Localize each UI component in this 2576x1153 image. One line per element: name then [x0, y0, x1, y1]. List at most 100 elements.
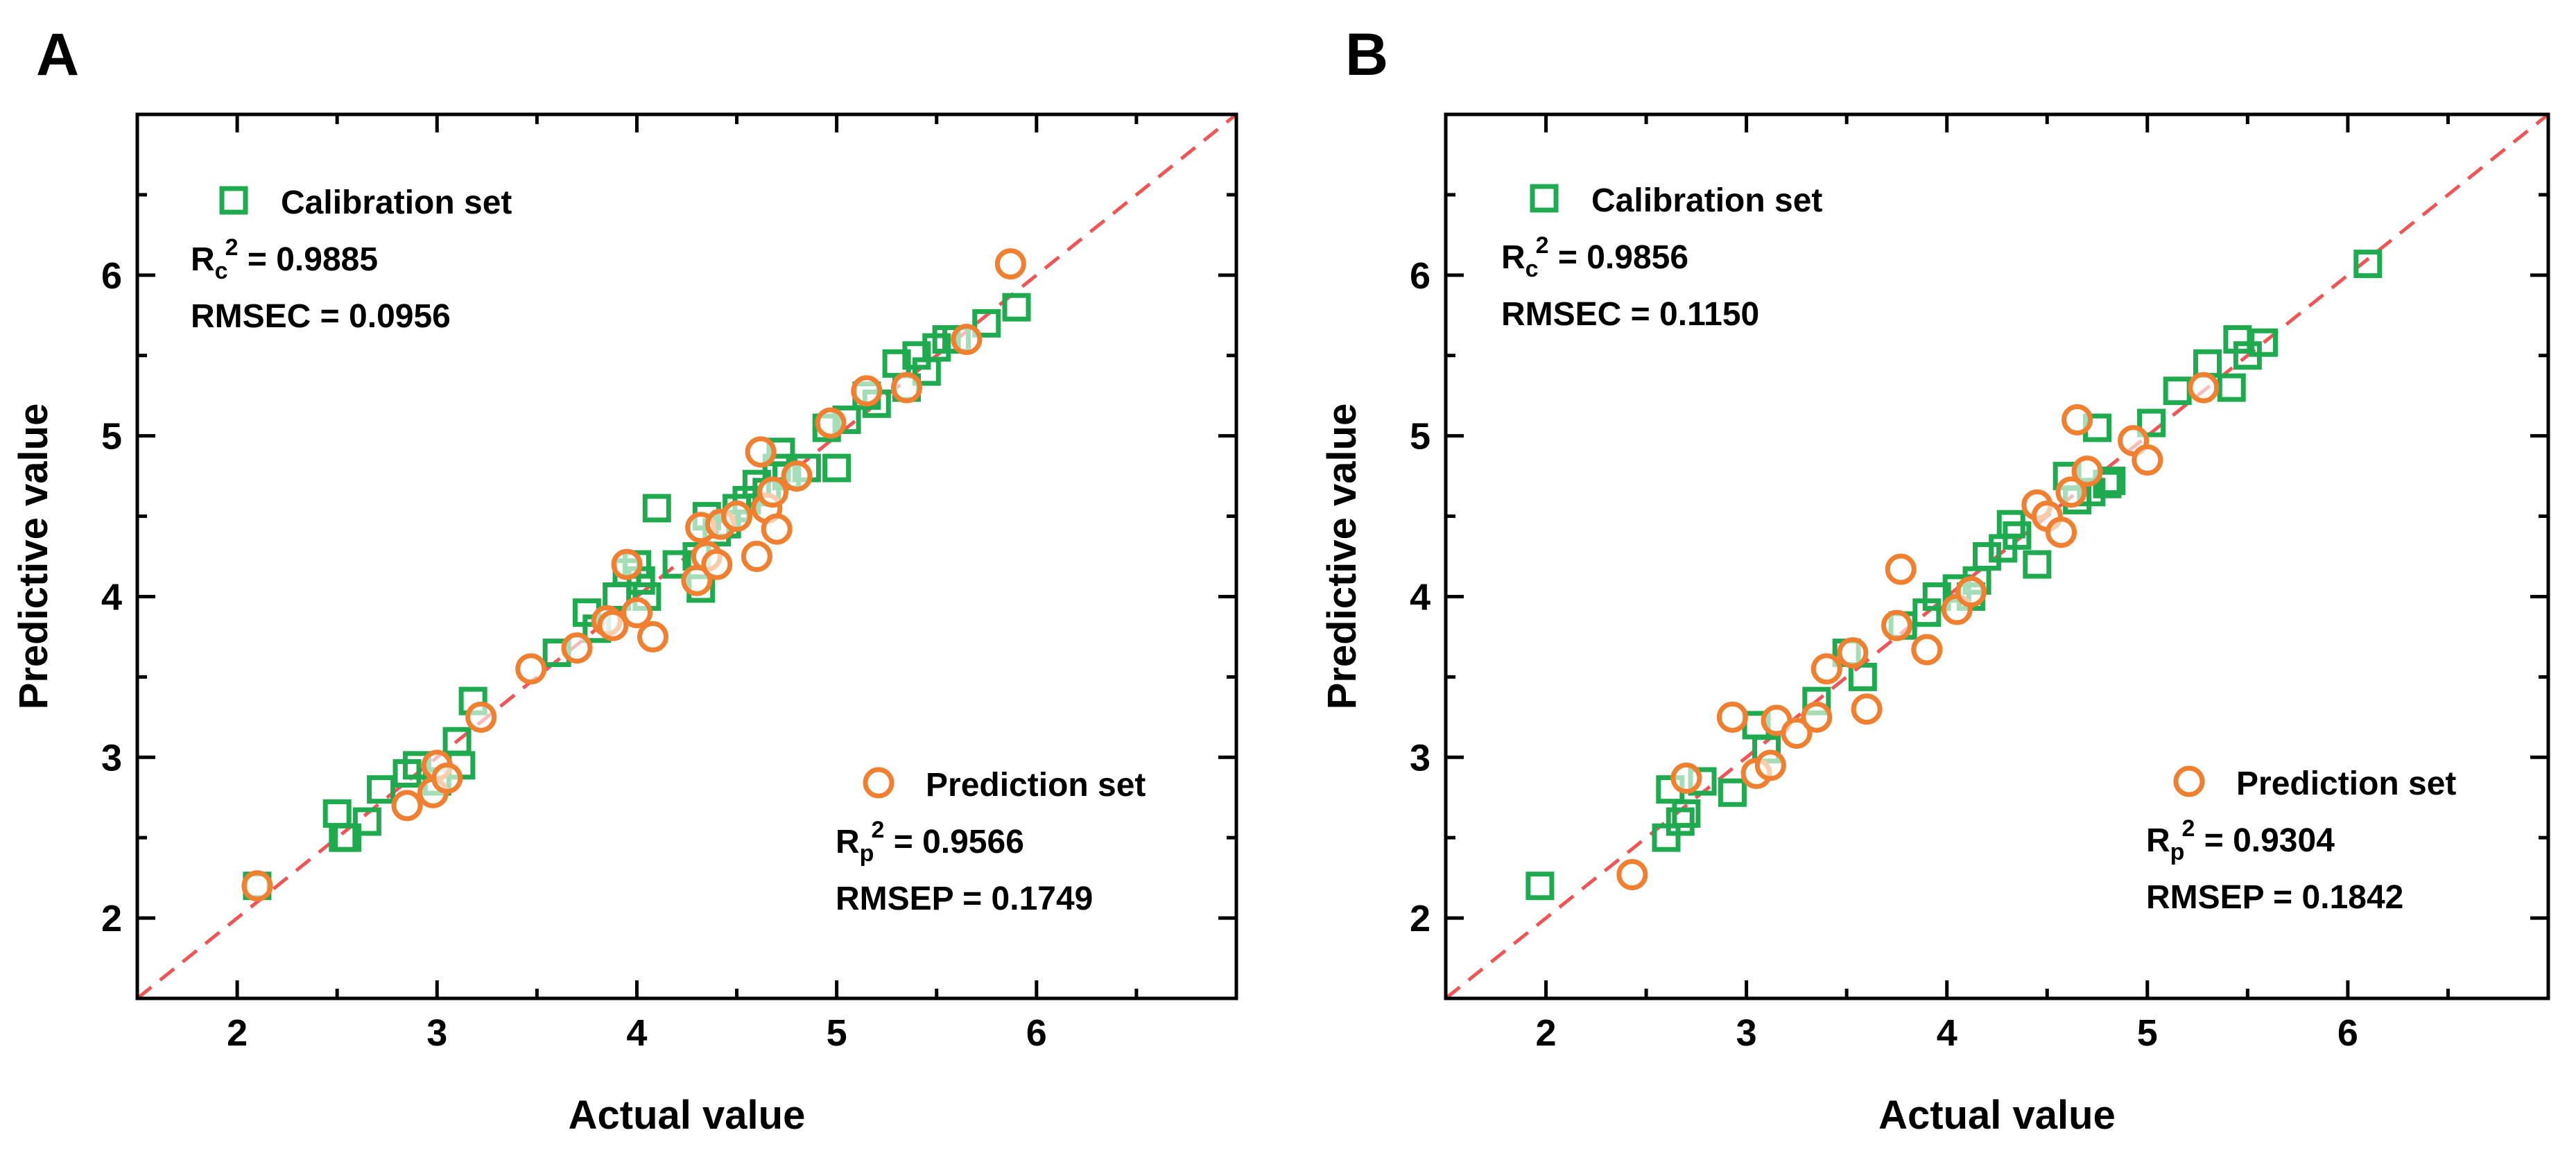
- calibration-point: [2217, 373, 2246, 402]
- prediction-r2-text: Rp2 = 0.9304: [2146, 815, 2335, 865]
- plot-area-b: [1525, 250, 2383, 901]
- prediction-point: [1955, 576, 1987, 607]
- prediction-point: [1801, 701, 1833, 733]
- y-tick-label-b: 6: [1410, 255, 1430, 297]
- prediction-point: [391, 790, 423, 822]
- prediction-point: [1837, 637, 1869, 669]
- x-tick-label-b: 2: [1536, 1012, 1557, 1054]
- y-tick-label-a: 5: [101, 416, 122, 458]
- plot-frame-b: [1444, 112, 2550, 1000]
- prediction-legend-label: Prediction set: [926, 767, 1146, 804]
- calibration-legend-label: Calibration set: [281, 184, 512, 221]
- calibration-r2-text: Rc2 = 0.9856: [1501, 232, 1688, 282]
- calibration-point: [2097, 467, 2126, 496]
- prediction-point: [2071, 456, 2103, 487]
- prediction-point: [741, 541, 772, 572]
- calibration-point: [1973, 542, 2002, 571]
- prediction-point: [621, 597, 652, 629]
- y-axis-title-b: Predictive value: [1320, 404, 1365, 710]
- prediction-point: [1754, 749, 1786, 781]
- y-tick-label-a: 3: [101, 737, 122, 779]
- prediction-legend-marker: [863, 767, 894, 799]
- x-tick-label-a: 4: [626, 1012, 647, 1054]
- calibration-point: [1848, 662, 1877, 691]
- prediction-rmse-text: RMSEP = 0.1749: [836, 881, 1093, 917]
- prediction-point: [241, 870, 273, 902]
- plot-frame-a: [135, 112, 1238, 1000]
- y-tick-label-b: 5: [1410, 416, 1430, 458]
- prediction-point: [891, 372, 922, 404]
- prediction-point: [611, 548, 643, 580]
- calibration-point: [1525, 872, 1555, 901]
- scatter-chart-a: 2 3 4 5 6 2 3 4 5 6 Actual value Predictive value Ca…: [11, 112, 1238, 1138]
- x-tick-label-a: 2: [227, 1012, 248, 1054]
- calibration-point: [822, 453, 852, 483]
- prediction-point: [515, 653, 547, 685]
- calibration-rmse-text: RMSEC = 0.1150: [1501, 296, 1759, 333]
- prediction-point: [2061, 404, 2093, 435]
- x-tick-label-b: 5: [2137, 1012, 2158, 1054]
- prediction-point: [1881, 609, 1912, 641]
- x-tick-label-b: 3: [1736, 1012, 1757, 1054]
- x-tick-label-a: 5: [827, 1012, 847, 1054]
- plot-area-a: [241, 248, 1031, 902]
- prediction-point: [637, 621, 669, 652]
- prediction-point: [1911, 634, 1943, 666]
- calibration-point: [352, 807, 381, 836]
- prediction-point: [757, 476, 788, 508]
- calibration-r2-text: Rc2 = 0.9885: [191, 234, 378, 284]
- prediction-point: [597, 609, 629, 641]
- calibration-point: [1666, 807, 1695, 836]
- prediction-point: [761, 513, 793, 545]
- calibration-point: [1672, 799, 1701, 828]
- calibration-point: [642, 494, 671, 523]
- y-tick-label-a: 4: [101, 576, 122, 618]
- y-tick-label-b: 4: [1410, 576, 1430, 618]
- prediction-point: [1670, 762, 1702, 794]
- prediction-point: [1885, 553, 1917, 585]
- prediction-legend-marker: [2173, 765, 2205, 797]
- y-tick-label-a: 6: [101, 255, 122, 297]
- y-tick-label-b: 2: [1410, 898, 1430, 939]
- prediction-point: [2132, 444, 2163, 476]
- calibration-legend-a: Calibration set Rc2 = 0.9885 RMSEC = 0.095…: [191, 184, 512, 335]
- prediction-legend-label: Prediction set: [2236, 765, 2456, 802]
- prediction-point: [2046, 517, 2077, 548]
- prediction-point: [745, 436, 777, 468]
- prediction-point: [1781, 718, 1813, 749]
- y-axis-title-a: Predictive value: [11, 404, 56, 710]
- calibration-point: [2249, 328, 2278, 357]
- prediction-point: [701, 548, 733, 580]
- calibration-point: [2003, 521, 2032, 550]
- x-axis-title-b: Actual value: [1878, 1093, 2116, 1138]
- calibration-legend-label: Calibration set: [1591, 182, 1822, 219]
- prediction-point: [2188, 372, 2220, 404]
- calibration-point: [322, 799, 352, 828]
- prediction-point: [465, 701, 497, 733]
- prediction-legend-b: Prediction set Rp2 = 0.9304 RMSEP = 0.1842: [2146, 765, 2456, 916]
- calibration-legend-b: Calibration set Rc2 = 0.9856 RMSEC = 0.115…: [1501, 182, 1822, 333]
- calibration-point: [2023, 550, 2052, 579]
- panel-letter-b: B: [1345, 21, 1389, 88]
- prediction-point: [1810, 653, 1842, 685]
- prediction-point: [1716, 701, 1748, 733]
- calibration-point: [2193, 349, 2222, 378]
- calibration-point: [333, 823, 362, 852]
- panel-letter-a: A: [36, 21, 80, 88]
- prediction-point: [781, 460, 813, 492]
- prediction-rmse-text: RMSEP = 0.1842: [2146, 879, 2403, 916]
- calibration-point: [2137, 408, 2166, 437]
- calibration-point: [662, 550, 691, 579]
- prediction-r2-text: Rp2 = 0.9566: [836, 817, 1024, 867]
- x-tick-label-a: 6: [1026, 1012, 1047, 1054]
- calibration-point: [1718, 778, 1747, 807]
- calibration-point: [972, 309, 1001, 338]
- calibration-legend-marker: [1530, 184, 1559, 213]
- prediction-point: [1851, 693, 1883, 725]
- y-tick-label-a: 2: [101, 898, 122, 939]
- calibration-legend-marker: [219, 186, 248, 215]
- prediction-point: [1616, 859, 1648, 890]
- prediction-point: [994, 248, 1026, 280]
- calibration-point: [1002, 293, 1031, 322]
- scatter-chart-b: 2 3 4 5 6 2 3 4 5 6 Actual value Predictive value Ca…: [1320, 112, 2550, 1138]
